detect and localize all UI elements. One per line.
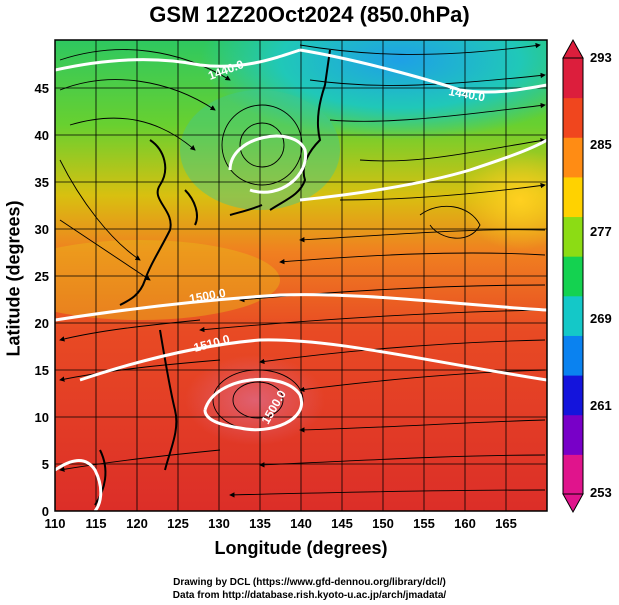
y-tick-label: 10 [35,410,49,425]
colorbar-cell [563,216,583,257]
credit-data: Data from http://database.rish.kyoto-u.a… [172,590,447,601]
y-tick-label: 25 [35,269,49,284]
colorbar-cell [563,414,583,455]
colorbar-label: 253 [590,485,612,500]
colorbar-label: 261 [590,398,612,413]
x-tick-label: 150 [372,516,394,531]
plot-area: 1440.0 1440.0 1500.0 1510.0 1500.0 [55,40,547,511]
contour-label: 1500.0 [188,286,227,306]
typhoon-core [185,355,325,445]
contour-label: 1440.0 [447,84,486,104]
y-ticks: 0 5 10 15 20 25 30 35 40 45 [35,81,49,519]
warm-region [460,150,547,250]
y-tick-label: 15 [35,363,49,378]
x-axis-label: Longitude (degrees) [214,538,388,558]
x-tick-label: 125 [167,516,189,531]
x-tick-label: 115 [86,516,107,531]
colorbar-cell [563,335,583,376]
y-tick-label: 40 [35,128,49,143]
colorbar-label: 285 [590,137,612,152]
colorbar-cell [563,176,583,218]
colorbar-cell [563,256,583,297]
colorbar-cell [563,454,583,495]
colorbar-label: 269 [590,311,612,326]
y-axis-label: Latitude (degrees) [3,200,24,357]
x-tick-label: 140 [290,516,312,531]
y-tick-label: 35 [35,175,49,190]
grid [55,40,547,511]
coastlines [94,49,331,506]
y-tick-label: 45 [35,81,49,96]
colorbar-cell [563,58,583,99]
plot-frame [54,39,548,512]
x-tick-label: 135 [249,516,271,531]
y-tick-label: 5 [42,457,49,472]
y-tick-label: 20 [35,316,49,331]
x-tick-label: 130 [208,516,230,531]
colorbar-cell [563,295,583,336]
colorbar: 293 285 277 269 261 253 [562,38,612,514]
colorbar-label: 277 [590,224,612,239]
credit-drawing: Drawing by DCL (https://www.gfd-dennou.o… [173,577,446,588]
x-tick-label: 155 [413,516,435,531]
colorbar-cells [563,58,583,495]
contours [55,48,547,511]
colorbar-frame [562,57,584,495]
x-tick-label: 110 [45,516,66,531]
colorbar-bottom-arrow [562,493,584,514]
x-tick-label: 160 [454,516,476,531]
x-tick-label: 165 [495,516,517,531]
colorbar-cell [563,375,583,416]
colorbar-label: 293 [590,50,612,65]
colorbar-top-arrow [562,38,584,59]
x-ticks: 110 115 120 125 130 135 140 145 150 155 … [45,516,517,531]
y-tick-label: 30 [35,222,49,237]
x-tick-label: 120 [126,516,148,531]
y-tick-label: 0 [42,504,49,519]
colorbar-cell [563,137,583,178]
x-tick-label: 145 [331,516,353,531]
colorbar-cell [563,97,583,138]
map-title: GSM 12Z20Oct2024 (850.0hPa) [149,2,470,27]
